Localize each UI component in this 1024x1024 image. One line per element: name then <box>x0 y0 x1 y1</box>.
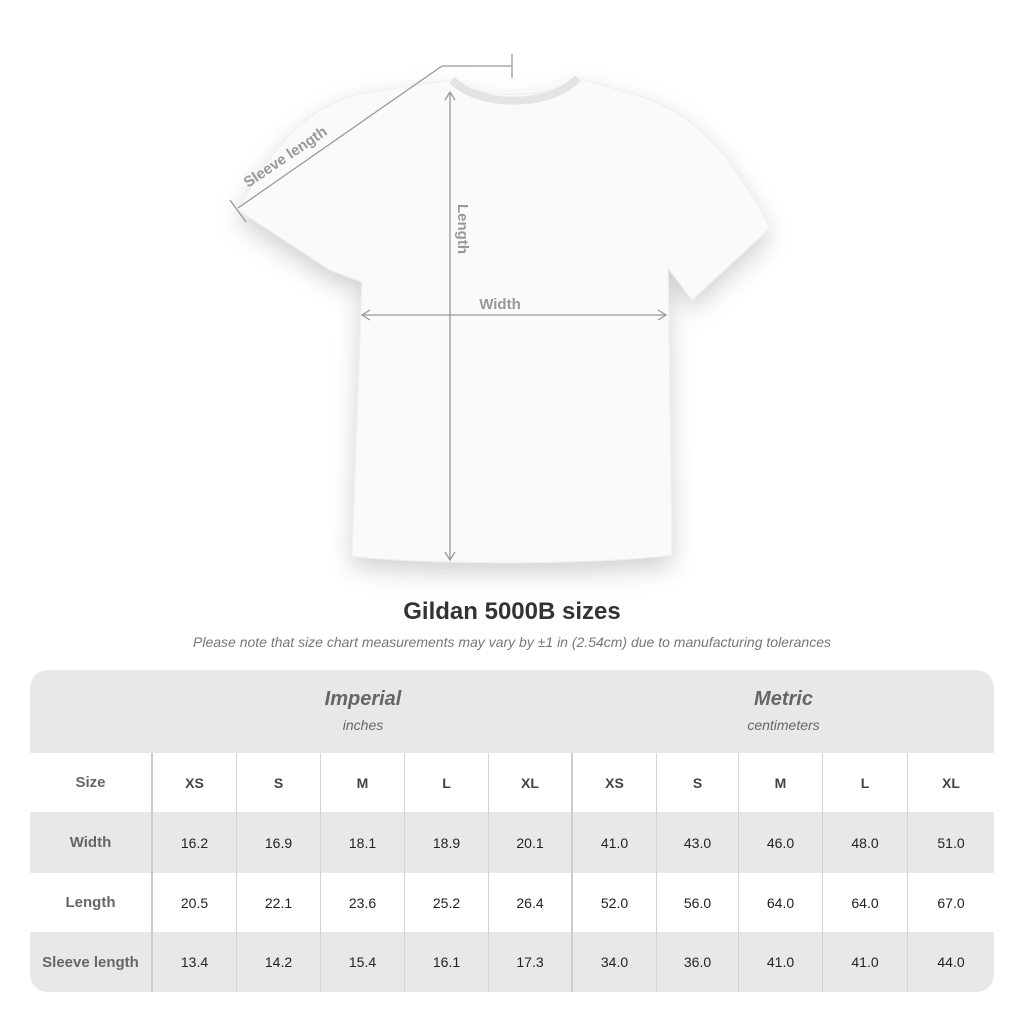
metric-unit: centimeters <box>747 717 820 733</box>
table-row: Width 16.2 16.9 18.1 18.9 20.1 41.0 43.0 46.0 48.… <box>30 812 994 873</box>
table-cell: 20.5 <box>153 873 237 932</box>
table-cell: 17.3 <box>489 932 573 992</box>
table-cell: 36.0 <box>657 932 739 992</box>
table-cell: 64.0 <box>739 873 823 932</box>
table-cell: 16.9 <box>237 812 321 873</box>
table-cell: 41.0 <box>739 932 823 992</box>
table-cell: 16.2 <box>153 812 237 873</box>
table-cell: 46.0 <box>739 812 823 873</box>
imperial-header: Imperial inches <box>153 670 573 753</box>
size-header-cell: S <box>657 753 739 812</box>
metric-label: Metric <box>754 688 813 710</box>
row-label: Sleeve length <box>30 932 153 992</box>
row-label: Size <box>30 753 153 812</box>
table-cell: 41.0 <box>823 932 908 992</box>
size-table: Imperial inches Metric centimeters Size X… <box>30 670 994 992</box>
size-header-cell: S <box>237 753 321 812</box>
table-cell: 34.0 <box>573 932 657 992</box>
row-label: Length <box>30 873 153 932</box>
table-cell: 43.0 <box>657 812 739 873</box>
table-cell: 22.1 <box>237 873 321 932</box>
tolerance-note: Please note that size chart measurements… <box>193 634 831 650</box>
table-cell: 67.0 <box>937 894 965 911</box>
size-header-cell: XL <box>942 774 960 791</box>
table-cell: 18.9 <box>405 812 489 873</box>
imperial-label: Imperial <box>324 688 402 710</box>
row-label: Width <box>30 812 153 873</box>
table-cell: 16.1 <box>405 932 489 992</box>
table-cell: 41.0 <box>573 812 657 873</box>
table-cell: 52.0 <box>573 873 657 932</box>
tshirt-diagram: Sleeve length Length Width <box>229 54 771 564</box>
table-cell: 44.0 <box>937 954 965 970</box>
size-header-cell: XS <box>573 753 657 812</box>
size-header-cell: M <box>321 753 405 812</box>
table-row: Sleeve length 13.4 14.2 15.4 16.1 17.3 34.0 36.… <box>30 932 994 992</box>
table-cell: 15.4 <box>321 932 405 992</box>
table-cell: 56.0 <box>657 873 739 932</box>
table-cell: 23.6 <box>321 873 405 932</box>
table-cell: 64.0 <box>823 873 908 932</box>
table-cell: 18.1 <box>321 812 405 873</box>
table-cell: 20.1 <box>489 812 573 873</box>
page-title: Gildan 5000B sizes <box>403 598 621 625</box>
size-header-cell: L <box>405 753 489 812</box>
size-header-cell: XL <box>489 753 573 812</box>
tshirt-image <box>237 77 771 564</box>
table-row: Length 20.5 22.1 23.6 25.2 26.4 52.0 56.0 64.0 64… <box>30 873 994 932</box>
table-cell: 51.0 <box>937 834 965 851</box>
size-header-cell: M <box>739 753 823 812</box>
size-header-cell: XS <box>153 753 237 812</box>
table-cell: 25.2 <box>405 873 489 932</box>
length-label: Length <box>454 204 471 254</box>
table-cell: 13.4 <box>153 932 237 992</box>
metric-header: Metric centimeters <box>573 670 994 753</box>
table-cell: 26.4 <box>489 873 573 932</box>
table-cell: 48.0 <box>823 812 908 873</box>
width-label: Width <box>479 296 521 313</box>
size-header-row: Size XS S M L XL XS S M L XL <box>30 753 994 812</box>
size-header-cell: L <box>823 753 908 812</box>
imperial-unit: inches <box>342 717 384 733</box>
table-cell: 14.2 <box>237 932 321 992</box>
measure-lines <box>229 54 668 562</box>
